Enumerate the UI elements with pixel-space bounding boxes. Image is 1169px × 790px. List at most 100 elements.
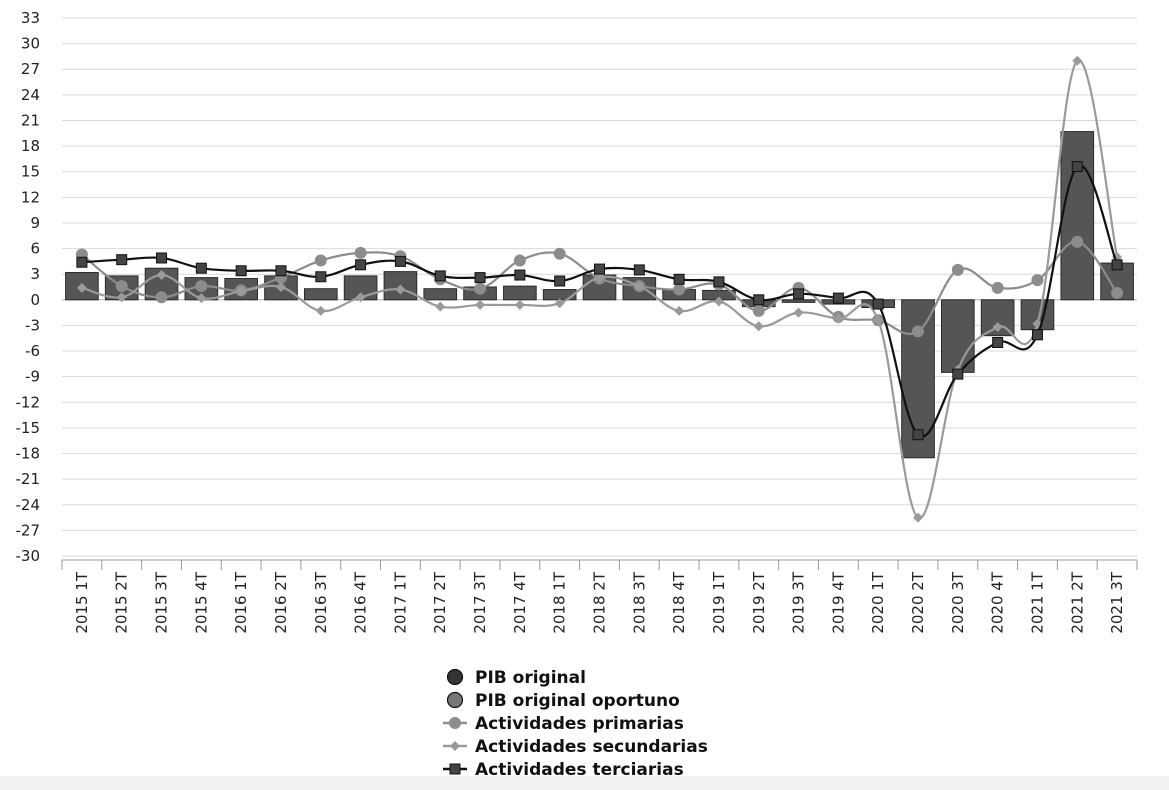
point-actividades-primarias[interactable] bbox=[553, 247, 566, 260]
y-tick-label: 27 bbox=[21, 60, 40, 78]
point-actividades-terciarias[interactable] bbox=[514, 269, 526, 281]
y-tick-label: 24 bbox=[21, 86, 40, 104]
point-actividades-terciarias[interactable] bbox=[713, 276, 725, 288]
y-tick-label: 21 bbox=[21, 111, 40, 129]
point-actividades-primarias[interactable] bbox=[155, 291, 168, 304]
point-actividades-terciarias[interactable] bbox=[832, 292, 844, 304]
y-tick-label: 33 bbox=[21, 9, 40, 27]
x-tick-label: 2018 3T bbox=[630, 571, 648, 633]
point-actividades-primarias[interactable] bbox=[314, 254, 327, 267]
point-actividades-primarias[interactable] bbox=[354, 246, 367, 259]
point-actividades-terciarias[interactable] bbox=[1111, 259, 1123, 271]
legend-label: PIB original oportuno bbox=[475, 691, 680, 711]
point-actividades-secundarias[interactable] bbox=[315, 305, 326, 316]
point-actividades-secundarias[interactable] bbox=[833, 313, 844, 324]
bar-pib-original[interactable] bbox=[781, 299, 816, 303]
point-actividades-terciarias[interactable] bbox=[235, 265, 247, 277]
point-actividades-terciarias[interactable] bbox=[394, 255, 406, 267]
point-actividades-secundarias[interactable] bbox=[395, 284, 406, 295]
point-actividades-secundarias[interactable] bbox=[116, 292, 127, 303]
point-actividades-terciarias[interactable] bbox=[753, 294, 765, 306]
x-tick-label: 2021 1T bbox=[1028, 571, 1046, 633]
bar-pib-original[interactable] bbox=[303, 288, 338, 301]
point-actividades-primarias[interactable] bbox=[195, 280, 208, 293]
point-actividades-secundarias[interactable] bbox=[992, 322, 1003, 333]
x-tick-label: 2020 2T bbox=[909, 571, 927, 633]
y-tick-label: 0 bbox=[30, 291, 40, 309]
point-actividades-secundarias[interactable] bbox=[156, 270, 167, 281]
point-actividades-terciarias[interactable] bbox=[952, 368, 964, 380]
legend-swatch-marker[interactable] bbox=[449, 763, 461, 775]
point-actividades-terciarias[interactable] bbox=[156, 252, 168, 264]
point-actividades-secundarias[interactable] bbox=[355, 292, 366, 303]
point-actividades-secundarias[interactable] bbox=[674, 305, 685, 316]
bar-pib-original[interactable] bbox=[1060, 131, 1095, 301]
point-actividades-primarias[interactable] bbox=[1071, 235, 1084, 248]
point-actividades-primarias[interactable] bbox=[991, 281, 1004, 294]
point-actividades-terciarias[interactable] bbox=[76, 256, 88, 268]
bar-pib-original[interactable] bbox=[423, 288, 458, 301]
point-actividades-secundarias[interactable] bbox=[793, 307, 804, 318]
point-actividades-secundarias[interactable] bbox=[475, 299, 486, 310]
point-actividades-primarias[interactable] bbox=[912, 325, 925, 338]
legend[interactable]: PIB original PIB original oportuno Activid… bbox=[443, 668, 708, 780]
point-actividades-terciarias[interactable] bbox=[1071, 161, 1083, 173]
point-actividades-terciarias[interactable] bbox=[992, 337, 1004, 349]
point-actividades-primarias[interactable] bbox=[474, 282, 487, 295]
point-actividades-secundarias[interactable] bbox=[554, 298, 565, 309]
x-tick-label: 2017 4T bbox=[511, 571, 529, 633]
point-actividades-terciarias[interactable] bbox=[116, 254, 128, 266]
point-actividades-secundarias[interactable] bbox=[514, 299, 525, 310]
legend-item-pib-original-oportuno[interactable]: PIB original oportuno bbox=[446, 691, 680, 711]
point-actividades-secundarias[interactable] bbox=[196, 293, 207, 304]
point-actividades-primarias[interactable] bbox=[115, 280, 128, 293]
y-tick-label: 12 bbox=[21, 188, 40, 206]
point-actividades-primarias[interactable] bbox=[951, 263, 964, 276]
point-actividades-terciarias[interactable] bbox=[275, 265, 287, 277]
legend-item-actividades-terciarias[interactable]: Actividades terciarias bbox=[443, 760, 684, 780]
point-actividades-secundarias[interactable] bbox=[873, 315, 884, 326]
point-actividades-secundarias[interactable] bbox=[753, 321, 764, 332]
legend-label: Actividades secundarias bbox=[475, 737, 708, 757]
point-actividades-terciarias[interactable] bbox=[872, 298, 884, 310]
legend-swatch-marker[interactable] bbox=[449, 717, 461, 729]
legend-item-pib-original[interactable]: PIB original bbox=[446, 668, 586, 688]
point-actividades-secundarias[interactable] bbox=[594, 272, 605, 283]
point-actividades-terciarias[interactable] bbox=[554, 275, 566, 287]
point-actividades-terciarias[interactable] bbox=[1031, 329, 1043, 341]
legend-swatch-marker[interactable] bbox=[450, 741, 460, 751]
point-actividades-primarias[interactable] bbox=[673, 283, 686, 296]
point-actividades-terciarias[interactable] bbox=[633, 264, 645, 276]
point-actividades-terciarias[interactable] bbox=[315, 271, 327, 283]
line-series-actividades-secundarias bbox=[76, 55, 1123, 523]
legend-item-actividades-primarias[interactable]: Actividades primarias bbox=[443, 714, 684, 734]
point-actividades-secundarias[interactable] bbox=[713, 296, 724, 307]
point-actividades-terciarias[interactable] bbox=[793, 288, 805, 300]
y-tick-label: 18 bbox=[21, 137, 40, 155]
legend-item-actividades-secundarias[interactable]: Actividades secundarias bbox=[443, 737, 708, 757]
point-actividades-terciarias[interactable] bbox=[673, 273, 685, 285]
bar-pib-original[interactable] bbox=[941, 299, 975, 373]
point-actividades-secundarias[interactable] bbox=[913, 512, 924, 523]
point-actividades-terciarias[interactable] bbox=[355, 259, 367, 271]
point-actividades-primarias[interactable] bbox=[752, 304, 765, 317]
x-tick-label: 2016 2T bbox=[272, 571, 290, 633]
point-actividades-secundarias[interactable] bbox=[1072, 55, 1083, 66]
point-actividades-secundarias[interactable] bbox=[634, 281, 645, 292]
point-actividades-terciarias[interactable] bbox=[594, 263, 605, 275]
point-actividades-primarias[interactable] bbox=[513, 254, 526, 267]
point-actividades-terciarias[interactable] bbox=[474, 272, 486, 284]
x-tick-label: 2021 2T bbox=[1068, 571, 1086, 633]
bar-pib-original[interactable] bbox=[503, 285, 537, 301]
point-actividades-secundarias[interactable] bbox=[275, 282, 286, 292]
point-actividades-terciarias[interactable] bbox=[195, 262, 207, 274]
point-actividades-terciarias[interactable] bbox=[434, 270, 446, 282]
point-actividades-secundarias[interactable] bbox=[76, 282, 87, 293]
point-actividades-primarias[interactable] bbox=[1031, 274, 1044, 287]
point-actividades-secundarias[interactable] bbox=[236, 286, 247, 297]
point-actividades-primarias[interactable] bbox=[1111, 286, 1124, 299]
legend-label: Actividades terciarias bbox=[475, 760, 684, 780]
point-actividades-secundarias[interactable] bbox=[435, 301, 446, 312]
point-actividades-terciarias[interactable] bbox=[912, 429, 924, 441]
